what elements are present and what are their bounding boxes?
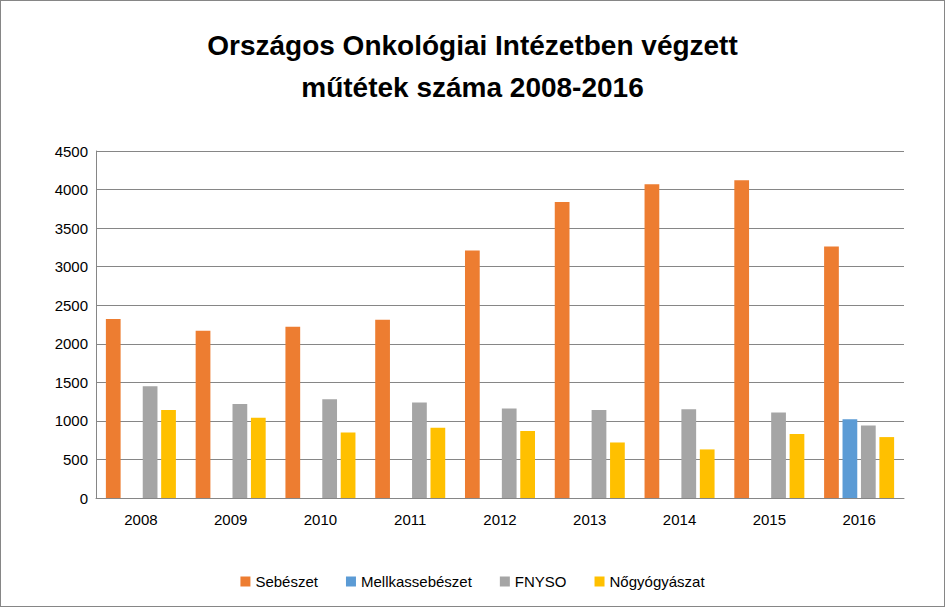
svg-text:Országos Onkológiai Intézetben: Országos Onkológiai Intézetben végzett xyxy=(207,30,738,61)
svg-text:FNYSO: FNYSO xyxy=(515,573,567,590)
svg-text:3500: 3500 xyxy=(55,220,88,237)
svg-text:Nőgyógyászat: Nőgyógyászat xyxy=(610,573,706,590)
svg-text:2012: 2012 xyxy=(483,511,516,528)
svg-text:2000: 2000 xyxy=(55,335,88,352)
svg-text:2016: 2016 xyxy=(842,511,875,528)
svg-text:2010: 2010 xyxy=(304,511,337,528)
svg-text:2015: 2015 xyxy=(753,511,786,528)
svg-text:3000: 3000 xyxy=(55,258,88,275)
svg-text:0: 0 xyxy=(80,490,88,507)
svg-text:Mellkassebészet: Mellkassebészet xyxy=(361,573,473,590)
svg-text:műtétek száma 2008-2016: műtétek száma 2008-2016 xyxy=(301,72,643,103)
svg-text:2008: 2008 xyxy=(124,511,157,528)
svg-text:500: 500 xyxy=(63,451,88,468)
svg-text:2013: 2013 xyxy=(573,511,606,528)
svg-text:4000: 4000 xyxy=(55,181,88,198)
svg-text:Sebészet: Sebészet xyxy=(255,573,318,590)
svg-text:1500: 1500 xyxy=(55,374,88,391)
svg-text:1000: 1000 xyxy=(55,412,88,429)
svg-text:2009: 2009 xyxy=(214,511,247,528)
svg-text:2011: 2011 xyxy=(394,511,426,528)
svg-text:2500: 2500 xyxy=(55,297,88,314)
svg-text:2014: 2014 xyxy=(663,511,696,528)
svg-text:4500: 4500 xyxy=(55,143,88,160)
